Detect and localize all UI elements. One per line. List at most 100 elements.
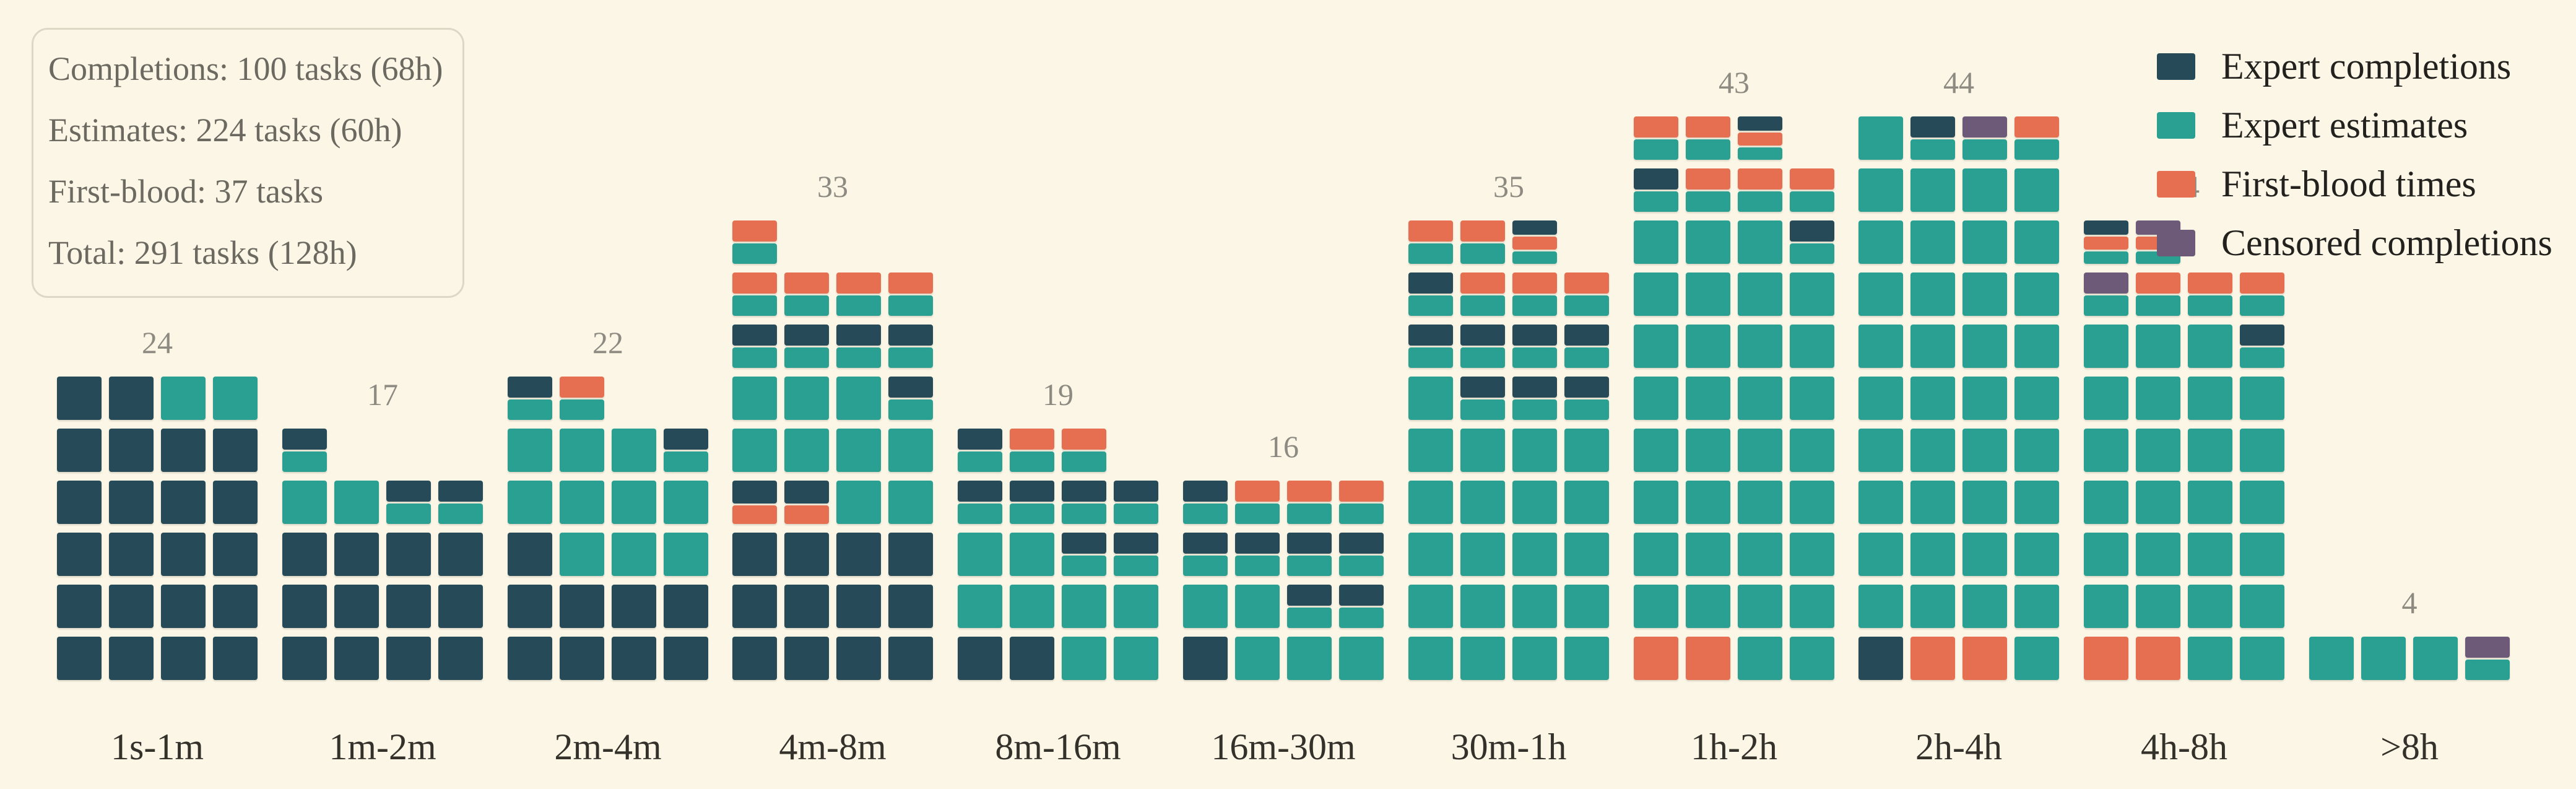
waffle-cell xyxy=(386,637,431,680)
waffle-cell xyxy=(664,533,708,576)
waffle-cell xyxy=(2084,325,2128,368)
teal-segment xyxy=(1512,295,1557,316)
teal-segment xyxy=(888,295,933,316)
waffle-cell xyxy=(2136,585,2180,628)
teal-segment xyxy=(1790,429,1834,472)
waffle-cell xyxy=(1460,429,1505,472)
task-count-label: 16 xyxy=(1268,429,1299,464)
orange-segment xyxy=(1512,272,1557,294)
navy-segment xyxy=(109,585,154,628)
waffle-cell xyxy=(1460,637,1505,680)
teal-segment xyxy=(508,399,552,420)
waffle-cell xyxy=(732,533,777,576)
waffle-row xyxy=(508,377,604,420)
task-count-label: 43 xyxy=(1719,65,1750,100)
waffle-cell xyxy=(1858,116,1903,160)
teal-segment xyxy=(1858,220,1903,264)
waffle-cell xyxy=(1738,220,1782,264)
teal-segment xyxy=(282,481,327,524)
teal-segment xyxy=(1910,481,1955,524)
waffle-cell xyxy=(2240,585,2284,628)
waffle-cell xyxy=(2014,585,2059,628)
waffle-cell xyxy=(1686,168,1730,212)
orange-segment xyxy=(732,220,777,242)
task-count-label: 35 xyxy=(1493,169,1524,204)
waffle-cell xyxy=(1114,637,1158,680)
waffle-cell xyxy=(1858,168,1903,212)
waffle-cell xyxy=(2188,533,2232,576)
teal-segment xyxy=(1512,637,1557,680)
waffle-cell xyxy=(664,481,708,524)
waffle-cell xyxy=(1910,637,1955,680)
waffle-cell xyxy=(161,429,206,472)
teal-segment xyxy=(2136,481,2180,524)
waffle-cell xyxy=(1858,637,1903,680)
waffle-cell xyxy=(1114,481,1158,524)
teal-segment xyxy=(2084,377,2128,420)
waffle-cell xyxy=(1738,533,1782,576)
waffle-cell xyxy=(1962,585,2007,628)
waffle-row xyxy=(1858,429,2059,472)
waffle-cell xyxy=(508,481,552,524)
waffle-cell xyxy=(1858,585,1903,628)
teal-segment xyxy=(2240,347,2284,368)
teal-segment xyxy=(1738,481,1782,524)
orange-segment xyxy=(888,272,933,294)
waffle-row xyxy=(1183,533,1384,576)
waffle-cell xyxy=(1339,533,1384,576)
waffle-cell xyxy=(282,533,327,576)
waffle-cell xyxy=(1408,220,1453,264)
waffle-row xyxy=(1858,585,2059,628)
waffle-cell xyxy=(1634,533,1678,576)
teal-segment xyxy=(1460,295,1505,316)
navy-segment xyxy=(836,585,881,628)
waffle-cell xyxy=(784,377,829,420)
teal-segment xyxy=(2084,325,2128,368)
waffle-cell xyxy=(784,481,829,524)
waffle-cell xyxy=(1512,220,1557,264)
waffle-cell xyxy=(386,585,431,628)
waffle-cell xyxy=(2188,637,2232,680)
legend-item: Expert completions xyxy=(2157,47,2552,85)
waffle-cell xyxy=(1910,585,1955,628)
teal-segment xyxy=(1790,377,1834,420)
teal-segment xyxy=(612,481,656,524)
waffle-cell xyxy=(732,377,777,420)
waffle-cell xyxy=(1010,429,1054,472)
waffle-cell xyxy=(2014,429,2059,472)
teal-segment xyxy=(2014,325,2059,368)
waffle-cell xyxy=(1790,637,1834,680)
waffle-cell xyxy=(560,481,604,524)
teal-segment xyxy=(1910,272,1955,316)
waffle-cell xyxy=(1564,325,1609,368)
teal-segment xyxy=(1339,637,1384,680)
waffle-cell xyxy=(2084,272,2128,316)
waffle-cell xyxy=(2084,377,2128,420)
waffle-cell xyxy=(1010,533,1054,576)
waffle-cell xyxy=(1339,585,1384,628)
waffle-row xyxy=(282,533,483,576)
navy-segment xyxy=(109,429,154,472)
teal-segment xyxy=(2188,637,2232,680)
waffle-cell xyxy=(2188,585,2232,628)
teal-segment xyxy=(508,481,552,524)
waffle-row xyxy=(508,429,708,472)
waffle-cell xyxy=(1910,377,1955,420)
waffle-cell xyxy=(1962,481,2007,524)
waffle-cell xyxy=(2136,325,2180,368)
waffle-cell xyxy=(109,481,154,524)
teal-segment xyxy=(1564,533,1609,576)
waffle-cell xyxy=(1738,585,1782,628)
orange-segment xyxy=(1408,220,1453,242)
waffle-row xyxy=(1858,637,2059,680)
orange-segment xyxy=(1686,168,1730,190)
waffle-cell xyxy=(560,585,604,628)
waffle-cell xyxy=(836,377,881,420)
teal-segment xyxy=(1408,533,1453,576)
navy-segment xyxy=(560,637,604,680)
teal-segment xyxy=(2084,251,2128,264)
teal-segment xyxy=(888,481,933,524)
waffle-cell xyxy=(508,585,552,628)
waffle-row xyxy=(1408,481,1609,524)
waffle-group-8m-16m: 19 xyxy=(958,379,1158,680)
